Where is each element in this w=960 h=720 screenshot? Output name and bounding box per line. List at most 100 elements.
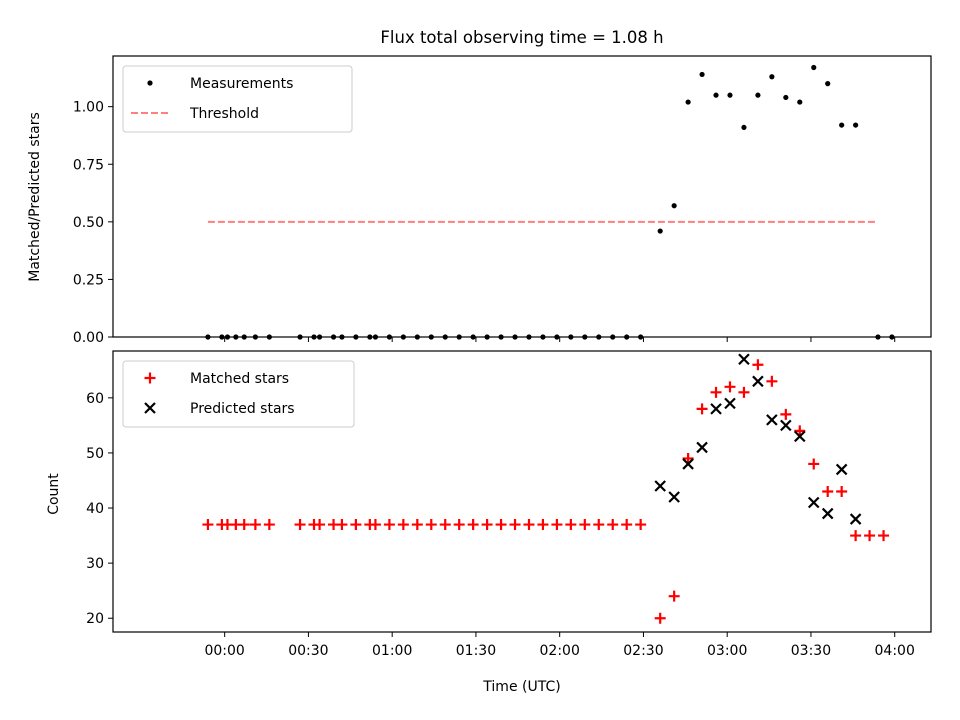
bottom-y-tick-label: 20 bbox=[86, 611, 104, 627]
matched-star-point bbox=[724, 381, 736, 393]
measurement-point bbox=[727, 92, 733, 98]
bottom-panel: 20 30 40 50 60 00:00 00:30 01:00 01:30 02:00 02:30… bbox=[86, 350, 932, 659]
predicted-star-point bbox=[794, 430, 806, 443]
legend-matched-marker bbox=[144, 372, 156, 384]
predicted-star-point bbox=[738, 353, 750, 366]
measurement-point bbox=[825, 81, 831, 87]
matched-star-point bbox=[766, 375, 778, 387]
matched-star-point bbox=[794, 425, 806, 437]
measurement-point bbox=[755, 92, 761, 98]
top-y-axis-label: Matched/Predicted stars bbox=[27, 112, 43, 282]
legend-measurement-marker bbox=[147, 80, 153, 86]
matched-star-point bbox=[752, 359, 764, 371]
matched-star-point bbox=[635, 519, 647, 531]
matched-star-point bbox=[495, 519, 507, 531]
matched-star-point bbox=[565, 519, 577, 531]
matched-star-point bbox=[738, 386, 750, 398]
predicted-star-point bbox=[821, 507, 834, 520]
legend-box bbox=[122, 360, 355, 428]
measurement-point bbox=[811, 64, 817, 71]
matched-star-point bbox=[864, 530, 876, 542]
predicted-star-point bbox=[752, 375, 764, 388]
matched-star-point bbox=[467, 519, 479, 531]
matched-star-point bbox=[654, 612, 666, 624]
matched-star-point bbox=[238, 519, 250, 531]
predicted-star-point bbox=[696, 441, 708, 454]
bottom-legend: Matched stars Predicted stars bbox=[122, 360, 355, 428]
legend-label: Matched stars bbox=[190, 371, 289, 387]
top-y-tick-label: 0.25 bbox=[73, 272, 104, 288]
bottom-y-tick-label: 60 bbox=[86, 391, 104, 407]
predicted-star-point bbox=[724, 397, 736, 410]
matched-star-point bbox=[439, 519, 451, 531]
x-tick-label: 01:30 bbox=[456, 643, 496, 659]
matched-star-point bbox=[621, 519, 633, 531]
predicted-star-point bbox=[668, 491, 680, 503]
matched-star-point bbox=[453, 519, 465, 531]
bottom-y-tick-label: 30 bbox=[86, 556, 104, 572]
legend-label: Threshold bbox=[189, 106, 259, 122]
matched-star-point bbox=[822, 486, 834, 497]
matched-star-point bbox=[397, 519, 409, 531]
x-axis-label: Time (UTC) bbox=[482, 679, 560, 695]
x-tick-label: 03:30 bbox=[791, 643, 831, 659]
matched-star-point bbox=[336, 519, 348, 531]
measurement-point bbox=[769, 74, 775, 80]
predicted-star-point bbox=[654, 480, 666, 492]
matched-star-point bbox=[668, 590, 680, 602]
top-legend: Measurements Threshold bbox=[122, 65, 353, 133]
measurement-point bbox=[853, 122, 859, 128]
x-tick-label: 00:00 bbox=[204, 643, 244, 659]
matched-star-point bbox=[481, 519, 493, 531]
bottom-axes-frame bbox=[112, 350, 932, 633]
measurement-point bbox=[657, 228, 663, 234]
top-y-tick-label: 0.50 bbox=[73, 215, 104, 231]
top-y-tick-label: 0.75 bbox=[73, 157, 104, 173]
matched-star-point bbox=[593, 519, 605, 531]
measurement-point bbox=[685, 99, 691, 105]
predicted-star-point bbox=[849, 513, 862, 525]
matched-star-point bbox=[249, 519, 261, 531]
predicted-star-point bbox=[780, 419, 792, 432]
matched-star-point bbox=[509, 519, 521, 531]
matched-star-point bbox=[696, 403, 708, 415]
x-tick-label: 00:30 bbox=[288, 643, 328, 659]
matched-star-point bbox=[263, 519, 275, 531]
matched-star-point bbox=[350, 519, 362, 531]
legend-label: Measurements bbox=[190, 76, 293, 92]
top-panel: 0.00 0.25 0.50 0.75 1.00 Measurements Threshol… bbox=[73, 55, 932, 346]
measurement-point bbox=[699, 71, 705, 78]
predicted-star-point bbox=[710, 403, 722, 415]
measurement-point bbox=[671, 203, 677, 209]
matched-star-point bbox=[537, 519, 549, 531]
matched-star-point bbox=[294, 519, 306, 531]
matched-star-point bbox=[411, 519, 423, 531]
matched-star-point bbox=[836, 486, 848, 497]
legend-predicted-marker bbox=[144, 402, 156, 414]
matched-star-point bbox=[607, 519, 619, 531]
bottom-y-tick-label: 50 bbox=[86, 446, 104, 462]
top-axes-frame bbox=[112, 55, 932, 338]
x-tick-label: 01:00 bbox=[372, 643, 412, 659]
x-tick-label: 04:00 bbox=[875, 643, 915, 659]
measurement-point bbox=[839, 122, 845, 128]
x-tick-label: 02:00 bbox=[540, 643, 580, 659]
measurement-point bbox=[797, 99, 803, 105]
matched-star-point bbox=[878, 530, 890, 542]
legend-label: Predicted stars bbox=[190, 401, 295, 417]
legend-box bbox=[122, 65, 353, 133]
predicted-star-point bbox=[835, 463, 848, 476]
matched-star-point bbox=[850, 530, 862, 542]
matched-star-point bbox=[682, 452, 694, 464]
top-y-tick-label: 1.00 bbox=[73, 100, 104, 116]
matched-star-point bbox=[551, 519, 563, 531]
matched-star-point bbox=[314, 519, 326, 531]
bottom-y-tick-label: 40 bbox=[86, 501, 104, 517]
measurement-point bbox=[713, 92, 719, 98]
x-tick-label: 02:30 bbox=[623, 643, 663, 659]
predicted-star-point bbox=[807, 496, 820, 509]
matched-star-point bbox=[202, 519, 214, 531]
chart-title: Flux total observing time = 1.08 h bbox=[380, 28, 663, 47]
predicted-star-point bbox=[766, 414, 778, 426]
